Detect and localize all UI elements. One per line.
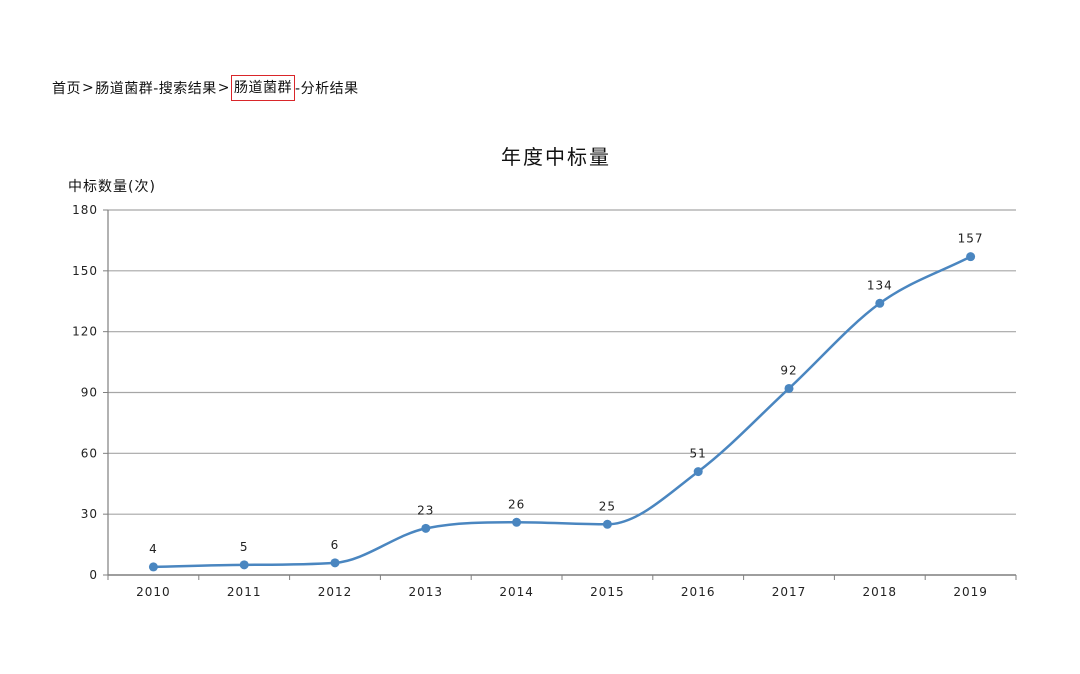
breadcrumb-separator: > [82, 80, 95, 96]
breadcrumb: 首页 > 肠道菌群-搜索结果 > 肠道菌群 -分析结果 [52, 75, 359, 101]
x-tick-label: 2013 [409, 585, 444, 599]
series-line-group [148, 252, 976, 572]
x-tick-label: 2010 [136, 585, 171, 599]
data-label: 92 [780, 363, 797, 377]
y-tick-label: 0 [89, 568, 98, 582]
data-point[interactable] [966, 252, 976, 262]
breadcrumb-search-result-link[interactable]: 肠道菌群-搜索结果 [95, 81, 217, 97]
axes: 0 30 60 90 120 150 180 2010 2011 2012 2013 2014 2015… [72, 203, 1017, 599]
data-label: 26 [508, 497, 525, 511]
x-tick-label: 2011 [227, 585, 262, 599]
breadcrumb-home-link[interactable]: 首页 [52, 81, 81, 97]
breadcrumb-separator: > [217, 80, 231, 96]
series-line [153, 255, 972, 569]
data-labels: 4 5 6 23 26 25 51 92 134 157 [149, 232, 984, 556]
y-tick-label: 150 [72, 264, 98, 278]
data-point[interactable] [512, 517, 522, 527]
y-tick-label: 180 [72, 203, 98, 217]
y-tick-label: 120 [72, 325, 98, 339]
x-tick-label: 2015 [590, 585, 625, 599]
data-point[interactable] [148, 562, 158, 572]
x-tick-label: 2014 [499, 585, 534, 599]
breadcrumb-suffix: -分析结果 [295, 81, 359, 97]
data-label: 157 [958, 232, 984, 246]
data-label: 6 [331, 538, 340, 552]
data-point[interactable] [875, 298, 885, 308]
data-point[interactable] [602, 519, 612, 529]
x-tick-label: 2017 [772, 585, 807, 599]
data-point[interactable] [693, 467, 703, 477]
data-point[interactable] [421, 523, 431, 533]
data-label: 4 [149, 542, 158, 556]
x-tick-label: 2018 [863, 585, 898, 599]
data-point[interactable] [330, 558, 340, 568]
y-axis-label: 中标数量(次) [68, 179, 156, 195]
x-tick-label: 2016 [681, 585, 716, 599]
x-tick-label: 2012 [318, 585, 353, 599]
chart-title: 年度中标量 [501, 145, 611, 169]
data-label: 25 [599, 499, 616, 513]
breadcrumb-current-keyword[interactable]: 肠道菌群 [231, 75, 296, 101]
y-tick-label: 90 [81, 386, 98, 400]
data-label: 51 [690, 447, 707, 461]
y-tick-label: 30 [81, 507, 98, 521]
data-point[interactable] [239, 560, 249, 570]
x-tick-label: 2019 [953, 585, 988, 599]
grid-lines [108, 209, 1016, 515]
data-label: 23 [417, 503, 434, 517]
data-point[interactable] [784, 383, 794, 393]
data-label: 5 [240, 540, 249, 554]
data-label: 134 [867, 278, 893, 292]
y-tick-label: 60 [81, 446, 98, 460]
